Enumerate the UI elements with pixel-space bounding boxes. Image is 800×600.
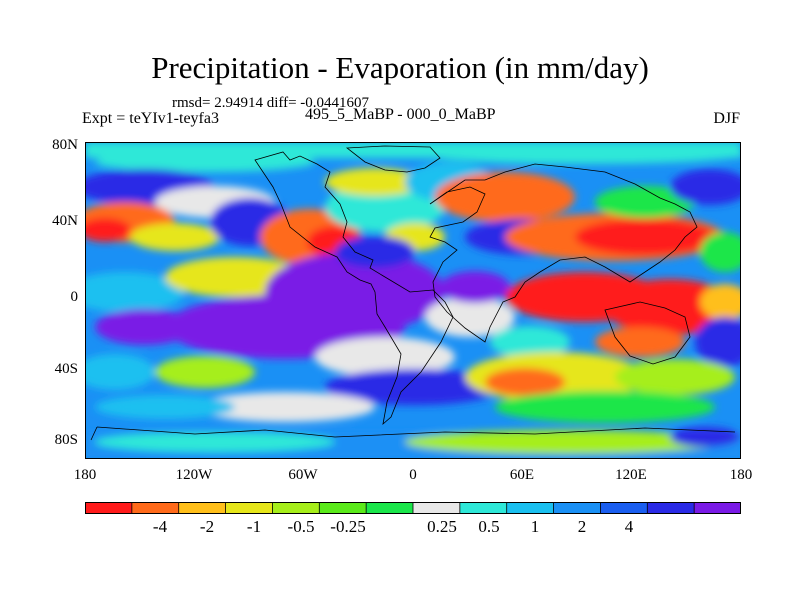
colorbar-box <box>459 502 508 514</box>
x-tick-label: 60W <box>288 467 318 483</box>
colorbar-label: -0.25 <box>330 517 366 536</box>
colorbar-box <box>85 502 133 514</box>
colorbar-label: 4 <box>624 517 634 536</box>
colorbar-box <box>178 502 227 514</box>
y-tick-label: 80S <box>54 432 78 448</box>
map-panel <box>85 142 741 459</box>
colorbar-frame <box>85 502 741 514</box>
colorbar-label: -0.5 <box>287 517 315 536</box>
x-tick-label: 180 <box>729 467 753 483</box>
season-label: DJF <box>713 110 740 127</box>
colorbar-label: 0.25 <box>427 517 457 536</box>
x-tick-label: 120E <box>615 467 647 483</box>
colorbar-box <box>600 502 648 514</box>
coastlines <box>90 145 736 441</box>
field-shading <box>85 142 741 459</box>
y-tick-label: 40N <box>52 213 78 229</box>
map-frame <box>85 142 741 459</box>
colorbar-box <box>413 502 461 514</box>
colorbar-box <box>553 502 601 514</box>
colorbar <box>85 502 741 514</box>
stats-text: rmsd= 2.94914 diff= -0.0441607 <box>172 95 370 111</box>
period-label: 495_5_MaBP - 000_0_MaBP <box>305 106 496 123</box>
x-tick-label: 120W <box>175 467 213 483</box>
experiment-label: Expt = teYIv1-teyfa3 <box>82 110 219 127</box>
colorbar-box <box>319 502 367 514</box>
colorbar-box <box>366 502 414 514</box>
colorbar-box <box>272 502 320 514</box>
colorbar-box <box>506 502 555 514</box>
colorbar-label: 1 <box>530 517 540 536</box>
colorbar-label: -4 <box>152 517 168 536</box>
x-tick-label: 180 <box>73 467 97 483</box>
y-tick-label: 40S <box>54 361 78 377</box>
colorbar-box <box>225 502 273 514</box>
colorbar-label: 2 <box>577 517 587 536</box>
x-tick-label: 60E <box>509 467 535 483</box>
x-tick-label: 0 <box>409 467 417 483</box>
plot-title: Precipitation - Evaporation (in mm/day) <box>151 50 649 85</box>
colorbar-label: -1 <box>246 517 262 536</box>
y-tick-label: 0 <box>70 289 79 305</box>
y-tick-label: 80N <box>52 137 78 153</box>
colorbar-box <box>694 502 741 514</box>
colorbar-box <box>131 502 180 514</box>
colorbar-label: -2 <box>199 517 215 536</box>
colorbar-label: 0.5 <box>478 517 500 536</box>
colorbar-box <box>647 502 695 514</box>
